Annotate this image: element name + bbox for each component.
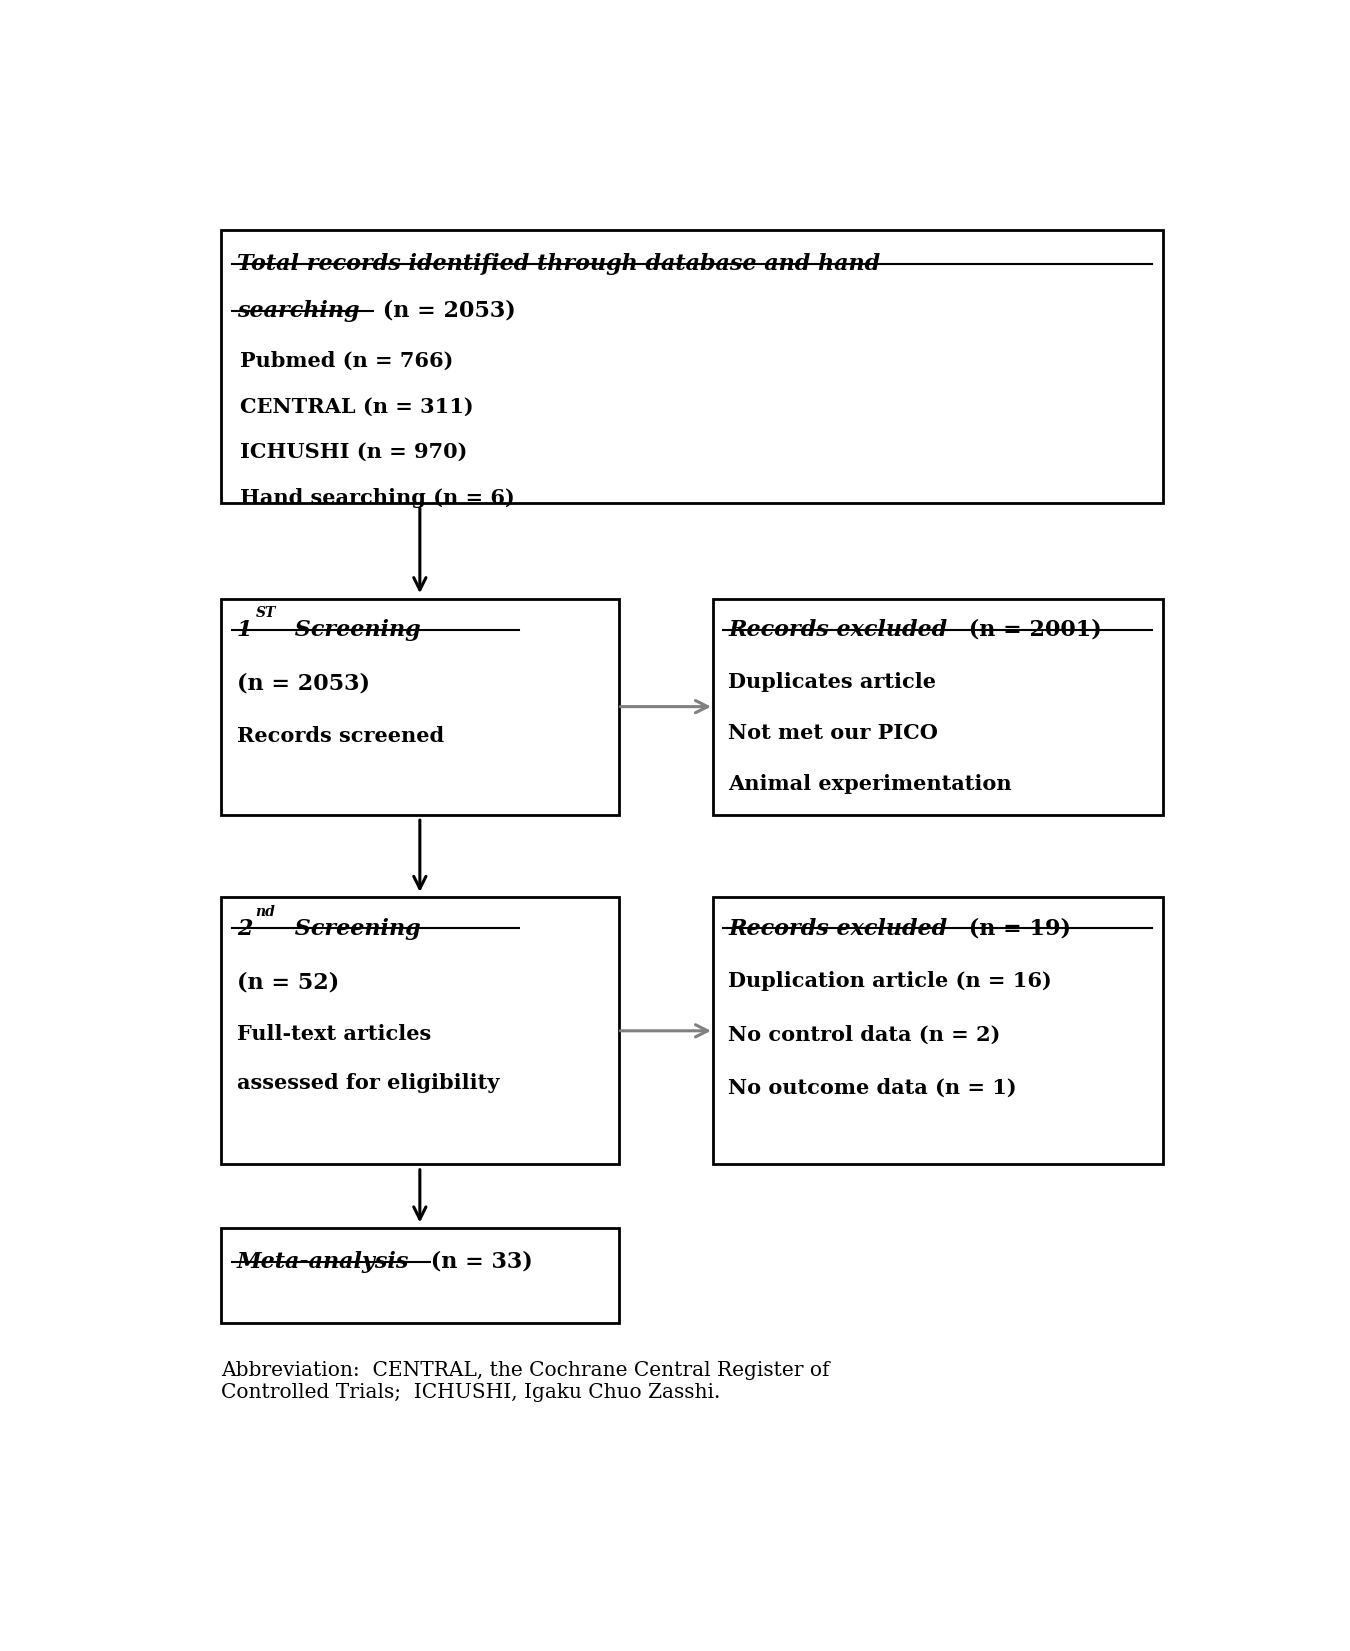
Text: nd: nd (255, 905, 275, 920)
Text: Screening: Screening (288, 918, 421, 939)
Text: No control data (n = 2): No control data (n = 2) (729, 1024, 1000, 1045)
Text: Full-text articles: Full-text articles (236, 1024, 431, 1045)
Bar (221, 599, 618, 814)
Text: Pubmed (n = 766): Pubmed (n = 766) (240, 350, 454, 371)
Text: Records excluded: Records excluded (729, 918, 948, 939)
Text: (n = 52): (n = 52) (236, 971, 339, 992)
Text: 1: 1 (236, 619, 252, 641)
Text: Animal experimentation: Animal experimentation (729, 774, 1012, 794)
Text: assessed for eligibility: assessed for eligibility (236, 1073, 500, 1093)
Text: ST: ST (255, 606, 275, 621)
Text: Duplicates article: Duplicates article (729, 672, 937, 692)
Text: (n = 2053): (n = 2053) (236, 672, 370, 695)
Text: Abbreviation:  CENTRAL, the Cochrane Central Register of
Controlled Trials;  ICH: Abbreviation: CENTRAL, the Cochrane Cent… (221, 1362, 829, 1402)
Text: (n = 2001): (n = 2001) (961, 619, 1102, 641)
Bar (221, 898, 618, 1164)
Text: ICHUSHI (n = 970): ICHUSHI (n = 970) (240, 442, 467, 462)
Text: Not met our PICO: Not met our PICO (729, 723, 938, 743)
Text: searching: searching (236, 300, 359, 322)
Text: (n = 19): (n = 19) (961, 918, 1071, 939)
Text: (n = 33): (n = 33) (423, 1251, 533, 1273)
Text: Screening: Screening (288, 619, 421, 641)
Text: (n = 2053): (n = 2053) (375, 300, 516, 322)
Text: CENTRAL (n = 311): CENTRAL (n = 311) (240, 396, 474, 416)
Text: Duplication article (n = 16): Duplication article (n = 16) (729, 971, 1052, 991)
Text: Records excluded: Records excluded (729, 619, 948, 641)
Text: Hand searching (n = 6): Hand searching (n = 6) (240, 489, 514, 509)
Bar (221, 229, 1162, 504)
Bar (713, 599, 1162, 814)
Text: No outcome data (n = 1): No outcome data (n = 1) (729, 1078, 1017, 1098)
Text: Meta-analysis: Meta-analysis (236, 1251, 409, 1273)
Text: Total records identified through database and hand: Total records identified through databas… (236, 253, 880, 274)
Text: Records screened: Records screened (236, 726, 444, 746)
Text: 2: 2 (236, 918, 252, 939)
Bar (713, 898, 1162, 1164)
Bar (221, 1228, 618, 1322)
